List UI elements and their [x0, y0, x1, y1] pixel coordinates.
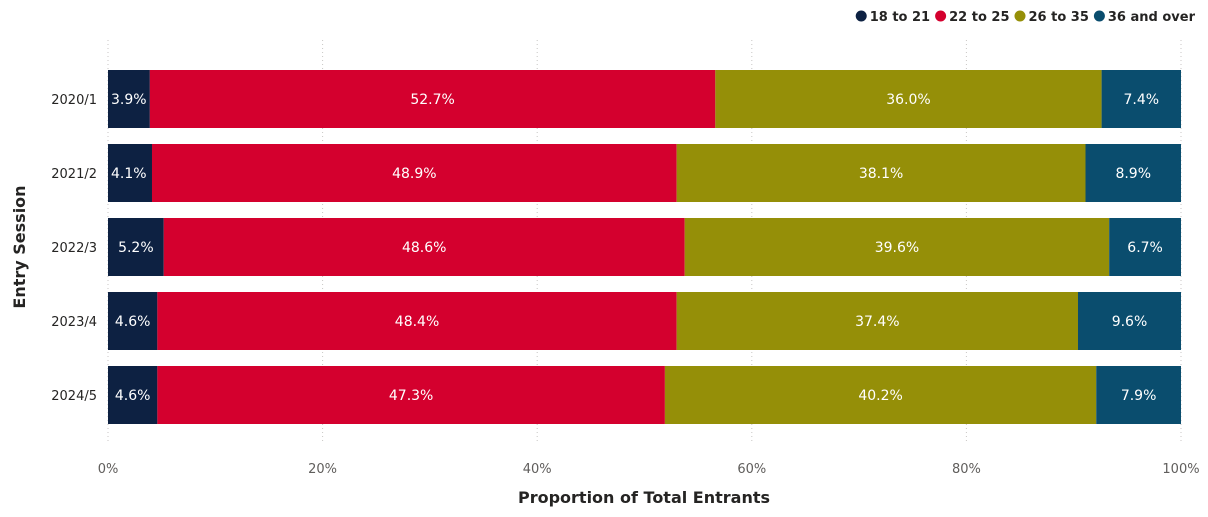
bar-segment — [108, 144, 152, 202]
legend-label: 36 and over — [1108, 10, 1196, 25]
data-label: 48.4% — [395, 314, 439, 330]
y-tick-label: 2021/2 — [51, 167, 97, 182]
data-label: 38.1% — [859, 166, 903, 182]
x-tick-label: 0% — [98, 462, 119, 477]
bar-segment — [664, 366, 1097, 424]
data-label: 4.6% — [115, 388, 151, 404]
data-label: 4.1% — [111, 166, 147, 182]
bar-segment — [1077, 292, 1181, 350]
legend-marker — [1014, 10, 1026, 22]
bar-segment — [1101, 70, 1181, 128]
x-tick-label: 40% — [523, 462, 552, 477]
bar-segment — [149, 70, 716, 128]
y-tick-label: 2022/3 — [51, 241, 97, 256]
data-label: 36.0% — [886, 92, 930, 108]
legend-marker — [1093, 10, 1105, 22]
bar-segment — [151, 144, 677, 202]
x-tick-label: 20% — [308, 462, 337, 477]
data-label: 39.6% — [875, 240, 919, 256]
x-tick-label: 60% — [737, 462, 766, 477]
data-label: 3.9% — [111, 92, 147, 108]
y-axis-title: Entry Session — [10, 185, 29, 308]
data-label: 7.4% — [1124, 92, 1160, 108]
bar-segment — [1109, 218, 1181, 276]
x-axis-title: Proportion of Total Entrants — [518, 488, 770, 507]
data-label: 4.6% — [115, 314, 151, 330]
legend-label: 26 to 35 — [1029, 10, 1089, 25]
bar-segment — [108, 218, 164, 276]
data-label: 47.3% — [389, 388, 433, 404]
data-label: 48.9% — [392, 166, 436, 182]
legend: 18 to 21 22 to 25 26 to 35 36 and over — [855, 10, 1196, 25]
bars: 3.9% 52.7% 36.0% 7.4% 4.1% 48.9% 38.1% 8.9% 5.2%… — [108, 70, 1181, 424]
data-label: 37.4% — [855, 314, 899, 330]
legend-marker — [935, 10, 947, 22]
y-axis-ticks: 2020/1 2021/2 2022/3 2023/4 2024/5 — [51, 93, 97, 404]
legend-item[interactable]: 18 to 21 — [855, 10, 930, 25]
bar-segment — [676, 144, 1086, 202]
x-axis-ticks: 0% 20% 40% 60% 80% 100% — [98, 462, 1200, 477]
y-tick-label: 2020/1 — [51, 93, 97, 108]
data-label: 8.9% — [1115, 166, 1151, 182]
bar-segment — [157, 366, 665, 424]
bar-segment — [676, 292, 1078, 350]
data-label: 7.9% — [1121, 388, 1157, 404]
legend-label: 18 to 21 — [870, 10, 930, 25]
data-label: 6.7% — [1127, 240, 1163, 256]
legend-item[interactable]: 26 to 35 — [1014, 10, 1089, 25]
bar-segment — [108, 366, 158, 424]
data-label: 48.6% — [402, 240, 446, 256]
data-label: 9.6% — [1112, 314, 1148, 330]
data-label: 52.7% — [410, 92, 454, 108]
bar-segment — [157, 292, 677, 350]
bar-segment — [108, 292, 158, 350]
legend-item[interactable]: 22 to 25 — [935, 10, 1010, 25]
bar-segment — [108, 70, 150, 128]
bar-segment — [715, 70, 1102, 128]
x-tick-label: 80% — [952, 462, 981, 477]
bar-segment — [1085, 144, 1181, 202]
legend-label: 22 to 25 — [949, 10, 1009, 25]
data-label: 5.2% — [118, 240, 154, 256]
data-label: 40.2% — [858, 388, 902, 404]
legend-marker — [855, 10, 867, 22]
bar-segment — [1096, 366, 1181, 424]
x-tick-label: 100% — [1162, 462, 1199, 477]
y-tick-label: 2023/4 — [51, 315, 97, 330]
bar-segment — [163, 218, 685, 276]
y-tick-label: 2024/5 — [51, 389, 97, 404]
bar-segment — [684, 218, 1110, 276]
legend-item[interactable]: 36 and over — [1093, 10, 1196, 25]
